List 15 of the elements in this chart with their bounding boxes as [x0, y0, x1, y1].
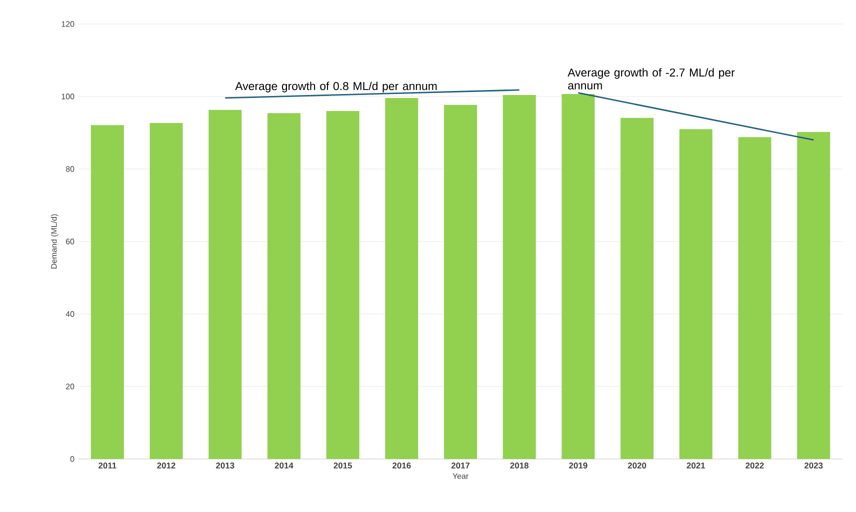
x-tick-label: 2012	[157, 462, 176, 469]
x-tick-label: 2011	[98, 462, 116, 469]
x-tick-label: 2021	[686, 462, 706, 469]
x-tick-label: 2017	[451, 462, 470, 469]
x-tick-label: 2015	[334, 462, 352, 469]
x-tick-label: 2022	[746, 462, 764, 469]
x-tick-label: 2023	[804, 462, 823, 469]
x-tick-label: 2020	[628, 462, 646, 469]
x-tick-label: 2018	[510, 462, 529, 469]
annotation: Average growth of -2.7 ML/d per annum	[568, 68, 735, 90]
x-tick-label: 2014	[274, 462, 294, 469]
x-tick-label: 2013	[216, 462, 234, 469]
x-tick-label: 2019	[569, 462, 588, 469]
x-tick-label: 2016	[392, 462, 411, 469]
annotation: Average growth of 0.8 ML/d per annum	[235, 82, 437, 92]
